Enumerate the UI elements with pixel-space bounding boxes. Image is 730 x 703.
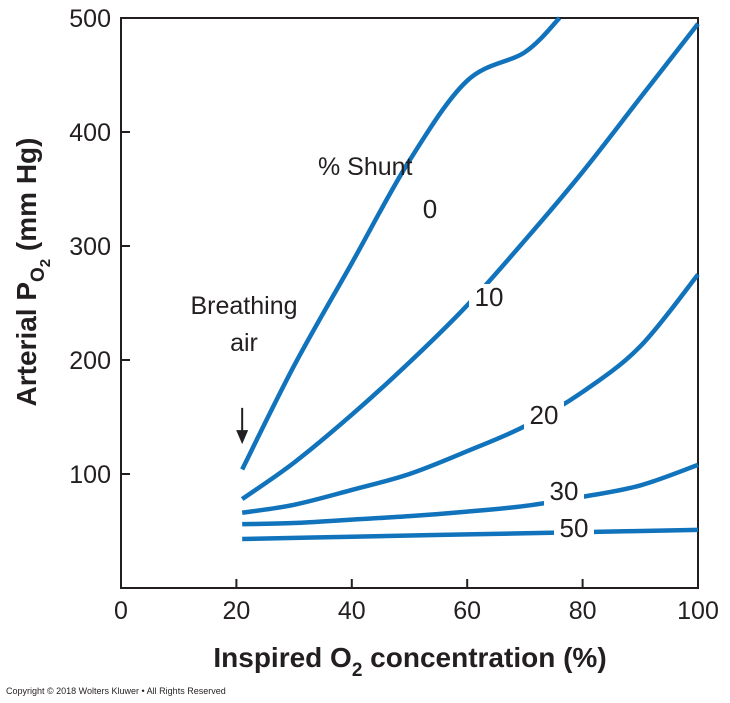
x-tick-label: 40 [338, 597, 366, 625]
series-label-30: 30 [550, 476, 579, 506]
series-label-gap [524, 402, 564, 430]
series-label-gap [417, 196, 443, 224]
series-label-50: 50 [560, 513, 589, 543]
legend-title: % Shunt [318, 153, 413, 181]
series-curve-30 [242, 462, 699, 527]
series-label-gap [554, 515, 594, 543]
annotation-arrow-head [236, 430, 249, 445]
series-curve-10 [240, 22, 700, 501]
series-label-gap [544, 478, 584, 506]
y-tick-label: 500 [69, 5, 111, 33]
x-tick-label: 20 [222, 597, 250, 625]
y-axis-title-subscript: O [28, 267, 49, 282]
y-tick-label: 100 [69, 461, 111, 489]
copyright-notice: Copyright © 2018 Wolters Kluwer • All Ri… [6, 686, 226, 696]
series-labels: 0 10 20 30 50 [417, 194, 594, 543]
x-axis-title: Inspired O2 concentration (%) [213, 642, 606, 681]
series-label-gap [469, 284, 509, 312]
y-axis-title-main: Arterial P [11, 282, 42, 407]
x-tick-label: 0 [114, 597, 128, 625]
y-tick-label: 200 [69, 347, 111, 375]
annotation-air: air [230, 329, 258, 357]
series-curve-20 [241, 273, 700, 515]
x-axis-title-main: Inspired O [213, 642, 351, 673]
series-curve-0 [240, 16, 562, 471]
series-curve-50 [242, 527, 699, 542]
series-curves [240, 16, 700, 542]
plot-area-frame [120, 17, 699, 589]
x-axis-title-subscript: 2 [352, 660, 363, 681]
x-tick-label: 60 [453, 597, 481, 625]
y-tick-label: 400 [69, 119, 111, 147]
x-axis-title-tail: concentration (%) [362, 642, 606, 673]
y-axis-title-subsubscript: 2 [37, 259, 54, 267]
series-label-10: 10 [475, 282, 504, 312]
y-tick-label: 300 [69, 233, 111, 261]
x-tick-label: 80 [569, 597, 597, 625]
x-tick-label: 100 [677, 597, 719, 625]
y-axis-title: Arterial PO2 (mm Hg) [11, 138, 54, 407]
series-label-0: 0 [423, 194, 437, 224]
annotation-breathing: Breathing [190, 292, 297, 320]
series-label-20: 20 [530, 400, 559, 430]
y-axis-title-tail: (mm Hg) [11, 138, 42, 259]
